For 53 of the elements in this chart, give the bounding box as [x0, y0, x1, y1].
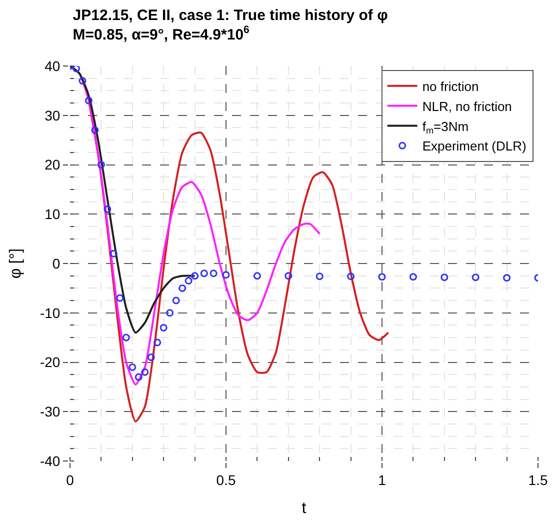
point [72, 66, 80, 72]
point [122, 334, 130, 342]
x-tick-label: 1.5 [528, 472, 548, 488]
y-tick-label: -10 [40, 304, 60, 321]
point [84, 96, 92, 104]
y-tick-label: -20 [40, 354, 60, 370]
x-tick-label: 0.5 [216, 472, 236, 488]
point [191, 272, 199, 280]
legend-label: Experiment (DLR) [422, 138, 526, 154]
legend-label: no friction [422, 78, 479, 94]
y-tick-label: -30 [40, 404, 60, 420]
y-tick-label: -40 [40, 452, 60, 469]
point [97, 161, 105, 168]
point [178, 284, 186, 292]
point [147, 354, 155, 362]
y-tick-label: 30 [44, 107, 60, 124]
point [141, 368, 149, 376]
y-tick-label: 20 [44, 156, 60, 173]
point [78, 77, 86, 85]
point [440, 274, 448, 282]
point [91, 126, 99, 134]
point [128, 363, 136, 371]
point [110, 250, 118, 258]
point [104, 205, 112, 213]
legend-label: f$_{m}$=3Nm [422, 118, 469, 136]
point [347, 272, 355, 280]
x-tick-label: 0 [66, 472, 74, 488]
point [134, 373, 142, 381]
x-axis-title: t [302, 500, 307, 517]
point [503, 274, 511, 282]
point [409, 273, 417, 281]
point [160, 324, 168, 332]
chart-title: JP12.15, CE II, case 1: True time history of φ [72, 6, 388, 24]
point [378, 273, 386, 281]
legend-label: NLR, no friction [422, 98, 512, 114]
chart-subtitle: M=0.85, α=9°, Re=4.9*10$^{6}$ [72, 24, 250, 44]
point [222, 271, 230, 279]
point [200, 270, 208, 278]
point [210, 270, 218, 278]
point [116, 294, 124, 302]
point [284, 272, 292, 280]
y-axis-title: φ [°] [7, 248, 24, 279]
y-tick-label: 10 [44, 206, 60, 222]
y-tick-label: 40 [44, 58, 60, 74]
point [172, 296, 180, 304]
point [154, 338, 162, 346]
y-tick-label: 0 [52, 255, 60, 272]
point [253, 272, 261, 280]
point [184, 277, 192, 285]
point [472, 274, 480, 282]
point [166, 309, 174, 317]
x-tick-label: 1 [378, 472, 386, 488]
point [316, 272, 324, 280]
